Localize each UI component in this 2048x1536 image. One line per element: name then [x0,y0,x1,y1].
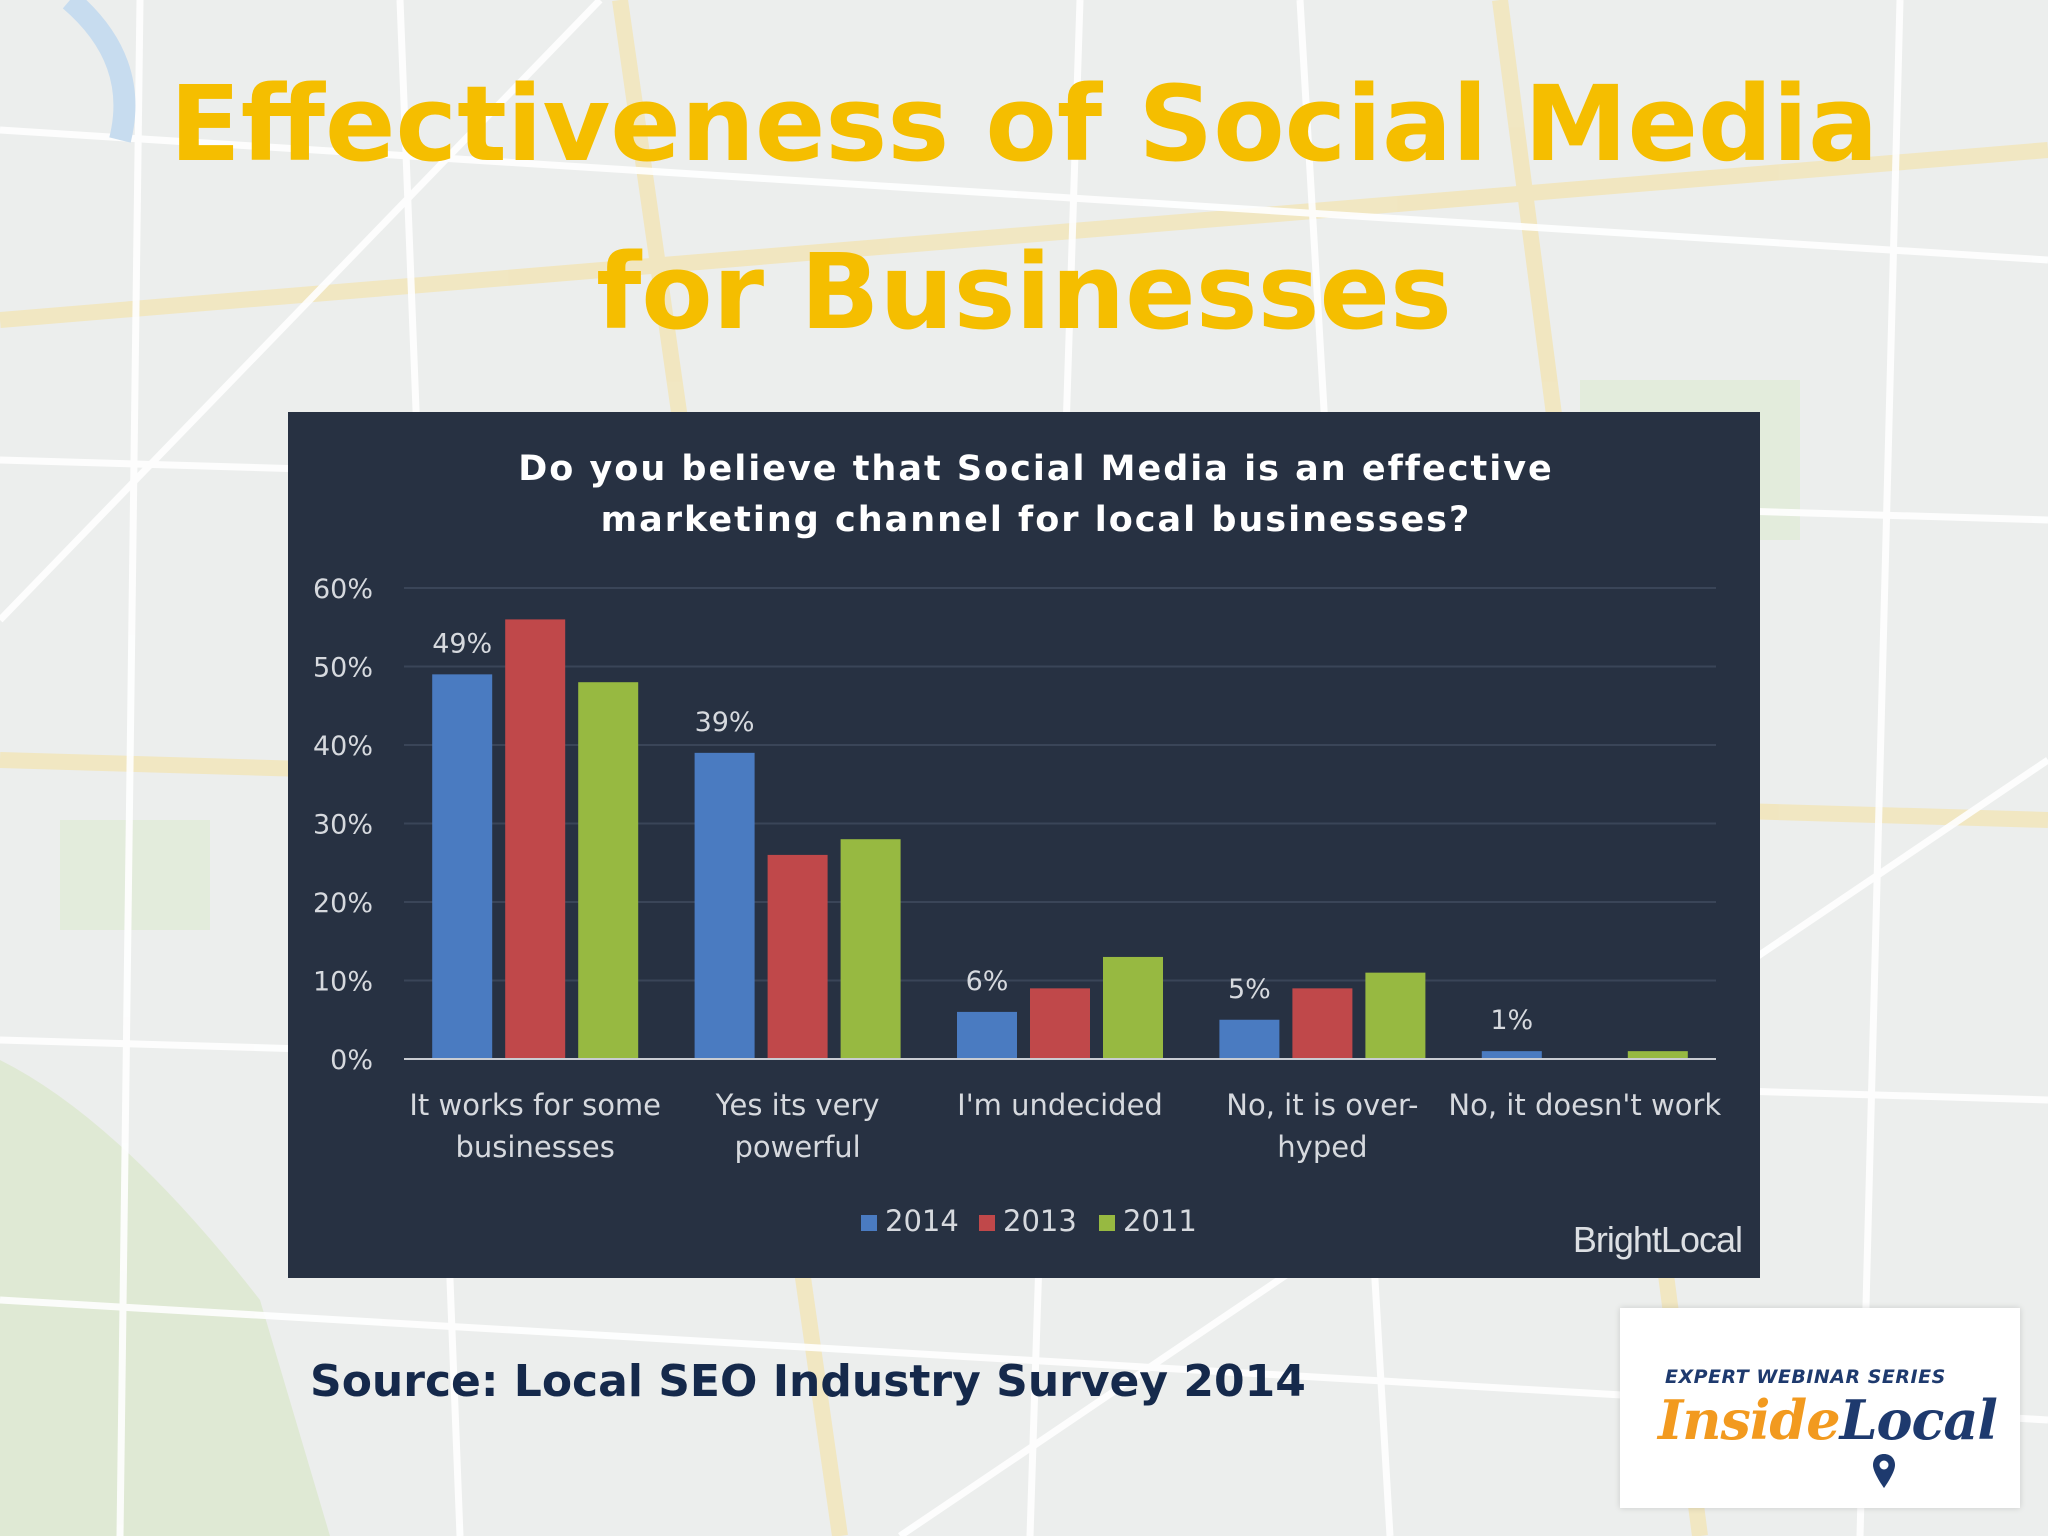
x-category-label: powerful [734,1130,860,1164]
x-category-label: hyped [1277,1130,1367,1164]
slide-title: Effectiveness of Social Media for Busine… [0,40,2048,376]
insidelocal-logo: EXPERT WEBINAR SERIES InsideLocal [1620,1308,2020,1508]
bar-2013 [1292,988,1353,1059]
y-tick-label: 0% [330,1045,373,1076]
bar-2011 [578,682,639,1059]
source-note: Source: Local SEO Industry Survey 2014 [310,1356,1306,1407]
legend-label-2014: 2014 [885,1204,959,1238]
legend-swatch-2013 [979,1215,995,1231]
x-category-label: It works for some [409,1088,661,1122]
slide-title-line1: Effectiveness of Social Media [169,63,1879,185]
data-label: 1% [1490,1005,1533,1036]
brightlocal-watermark: BrightLocal [1573,1219,1742,1260]
logo-wordmark: InsideLocal [1658,1388,1998,1452]
data-label: 39% [695,707,755,738]
y-tick-label: 10% [313,967,373,998]
bar-2011 [1103,956,1163,1059]
legend-label-2011: 2011 [1123,1204,1197,1238]
chart-title-line: Do you believe that Social Media is an e… [518,449,1554,489]
data-label: 6% [966,966,1009,997]
bar-chart: Do you believe that Social Media is an e… [313,449,1743,1260]
y-tick-label: 40% [313,731,373,762]
bar-2013 [505,619,566,1059]
map-pin-icon [1873,1454,1895,1488]
bar-2014 [1481,1051,1542,1059]
legend-swatch-2014 [861,1215,877,1231]
data-label: 5% [1228,974,1271,1005]
bar-2013 [1030,988,1090,1059]
bar-2014 [1219,1019,1280,1059]
x-category-label: No, it doesn't work [1448,1088,1721,1122]
chart-title-line: marketing channel for local businesses? [601,500,1472,540]
bar-2011 [1627,1051,1688,1059]
bar-2011 [840,839,901,1059]
x-category-label: I'm undecided [957,1088,1163,1122]
x-category-label: Yes its very [715,1088,880,1122]
bar-2014 [957,1011,1017,1059]
slide-title-line2: for Businesses [596,231,1452,353]
y-tick-label: 60% [313,574,373,605]
y-tick-label: 50% [313,653,373,684]
chart-panel: Do you believe that Social Media is an e… [288,412,1760,1278]
y-tick-label: 30% [313,810,373,841]
logo-part-local: Local [1839,1388,1998,1452]
y-tick-label: 20% [313,888,373,919]
bar-2011 [1365,972,1426,1059]
x-category-label: businesses [456,1130,615,1164]
x-category-label: No, it is over- [1226,1088,1418,1122]
data-label: 49% [432,628,492,659]
logo-part-inside: Inside [1658,1388,1841,1452]
bar-2014 [694,752,755,1059]
bar-2014 [432,674,493,1059]
logo-subtitle: EXPERT WEBINAR SERIES [1665,1366,1946,1388]
legend-label-2013: 2013 [1003,1204,1077,1238]
bar-2013 [767,854,828,1059]
legend-swatch-2011 [1099,1215,1115,1231]
